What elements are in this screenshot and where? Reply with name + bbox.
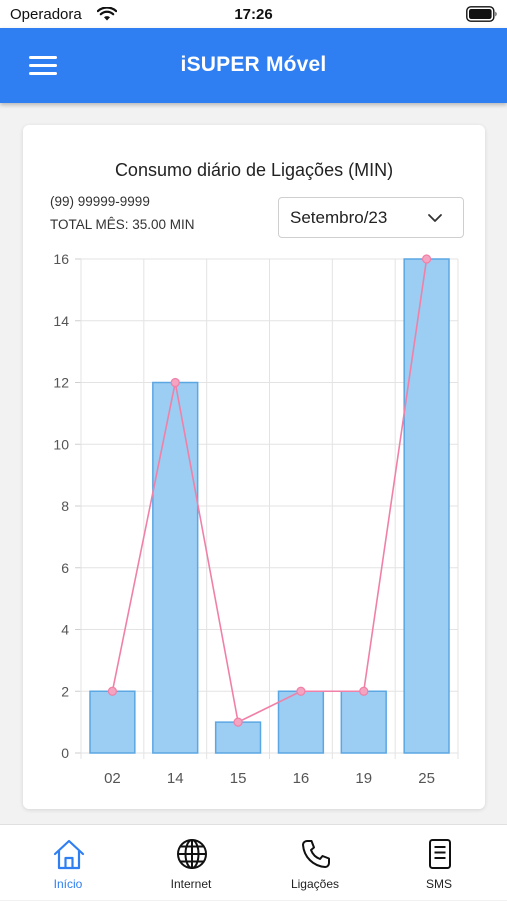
tab-sms[interactable]: SMS (376, 825, 502, 901)
status-time: 17:26 (234, 6, 273, 23)
monthly-total: TOTAL MÊS: 35.00 MIN (50, 217, 195, 232)
app-title: iSUPER Móvel (180, 53, 327, 76)
consumption-card: Consumo diário de Ligações (MIN) (99) 99… (23, 125, 485, 809)
home-icon (53, 839, 85, 870)
x-tick-label: 25 (418, 770, 435, 787)
data-point (296, 686, 306, 696)
x-tick-label: 14 (167, 770, 184, 787)
tab-ligacoes[interactable]: Ligações (252, 825, 378, 901)
y-tick-label: 16 (53, 251, 69, 267)
data-point (233, 717, 243, 727)
status-bar: Operadora 17:26 (0, 0, 507, 28)
y-tick-label: 10 (53, 436, 69, 452)
x-tick-label: 19 (355, 770, 372, 787)
wifi-icon (97, 7, 117, 21)
data-point (359, 686, 369, 696)
tab-label: SMS (425, 877, 452, 891)
battery-icon (466, 6, 497, 22)
y-tick-label: 6 (61, 560, 69, 576)
bottom-tab-bar: Início Internet Ligações SMS (0, 824, 507, 900)
y-tick-label: 12 (53, 375, 69, 391)
x-tick-label: 02 (104, 770, 121, 787)
sms-icon (429, 839, 451, 869)
bar (277, 690, 325, 754)
menu-icon[interactable] (29, 56, 57, 76)
tab-inicio[interactable]: Início (5, 825, 131, 901)
carrier-name: Operadora (10, 6, 82, 23)
y-tick-label: 0 (61, 745, 69, 761)
x-tick-label: 15 (230, 770, 247, 787)
series-line (111, 258, 428, 724)
y-tick-label: 8 (61, 498, 69, 514)
bar (403, 258, 450, 754)
y-tick-label: 2 (61, 683, 69, 699)
tab-label: Internet (170, 877, 212, 891)
data-point (170, 377, 180, 388)
data-point (107, 686, 118, 696)
tab-label: Ligações (290, 877, 340, 891)
x-tick-label: 16 (293, 770, 310, 787)
chart-title: Consumo diário de Ligações (MIN) (114, 160, 394, 180)
phone-icon (302, 840, 330, 868)
tab-internet[interactable]: Internet (128, 825, 254, 901)
month-select-value: Setembro/23 (290, 208, 388, 227)
globe-icon (177, 839, 207, 869)
bar (340, 690, 387, 754)
data-point (421, 254, 432, 264)
phone-number: (99) 99999-9999 (50, 194, 150, 209)
bar (89, 690, 136, 754)
app-header: iSUPER Móvel (0, 28, 507, 103)
bar (214, 721, 262, 754)
y-tick-label: 4 (61, 622, 69, 638)
bar (152, 381, 199, 754)
chevron-down-icon (428, 214, 442, 222)
y-tick-label: 14 (53, 313, 69, 329)
month-select[interactable]: Setembro/23 (278, 197, 464, 238)
tab-label: Início (53, 877, 83, 891)
